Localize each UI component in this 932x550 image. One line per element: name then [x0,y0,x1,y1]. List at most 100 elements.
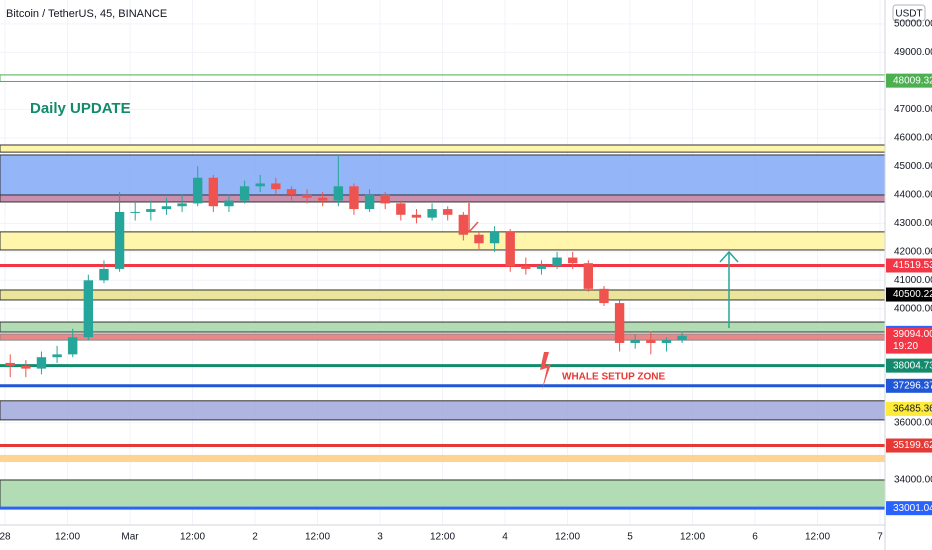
candle-body [271,183,281,190]
down-arrow [459,203,479,234]
y-tick-label: 50000.00 [894,19,932,30]
candle-body [474,234,484,244]
x-tick-label: 6 [752,532,758,543]
candle-body [521,266,531,269]
zone [0,154,886,196]
candle-body [224,200,234,207]
price-label-box [886,287,932,302]
y-tick-label: 42000.00 [894,246,932,257]
zone [0,400,886,421]
candle-body [239,186,250,201]
price-label-box [886,358,932,373]
x-tick-label: 12:00 [305,532,330,543]
candle-body [5,362,15,366]
zone [0,321,886,333]
price-label-box [886,327,932,354]
y-tick-label: 43000.00 [894,218,932,229]
price-label-box [886,501,932,516]
candle-body [630,340,640,343]
candle-body [411,214,422,218]
x-tick-label: 3 [377,532,383,543]
candle-body [583,263,594,289]
price-label: 35199.62 [893,440,932,451]
chart-title: Bitcoin / TetherUS, 45, BINANCE [6,8,167,20]
candle-body [318,197,328,201]
price-label-box [886,438,932,453]
candle-body [427,209,437,218]
annotation: WHALE SETUP ZONE [562,372,665,383]
candle-body [36,357,47,369]
zone [0,479,886,509]
candle-body [536,266,547,269]
candle-body [661,340,672,343]
x-tick-label: 12:00 [430,532,455,543]
x-tick-label: 12:00 [55,532,80,543]
candle-body [333,186,344,201]
price-label: 38004.73 [893,360,932,371]
x-tick-label: 12:00 [805,532,830,543]
price-label-box [886,258,932,273]
price-label-countdown: 19:20 [893,341,918,352]
candle-body [193,177,203,204]
x-tick-label: 4 [502,532,508,543]
price-label: 33001.04 [893,503,932,514]
x-tick-label: 28 [0,532,11,543]
up-arrow [719,250,739,328]
x-tick-label: 12:00 [555,532,580,543]
price-label-box [886,378,932,393]
y-tick-label: 45000.00 [894,161,932,172]
candle-body [21,365,31,369]
candle-body [349,186,359,210]
price-label: 39094.00 [893,329,932,340]
currency-box [892,4,926,22]
y-tick-label: 44000.00 [894,189,932,200]
candle-body [380,194,390,204]
candle-body [599,288,609,304]
x-tick-label: 7 [877,532,883,543]
x-tick-label: 5 [627,532,633,543]
candle-body [161,206,172,210]
currency: USDT [895,9,922,20]
candle-body [99,268,109,281]
y-tick-label: 46000.00 [894,133,932,144]
price-label: 48009.32 [893,75,932,86]
zone [0,454,885,463]
x-tick-label: 2 [252,532,258,543]
candle-body [568,257,578,264]
price-label: 36485.36 [893,404,932,415]
candle-body [552,257,562,267]
annotation: Daily UPDATE [30,100,131,117]
candle-body [646,340,656,343]
price-label: 41519.53 [893,260,932,271]
y-tick-label: 34000.00 [894,474,932,485]
candle-body [177,203,187,207]
x-tick-label: 12:00 [180,532,205,543]
candle-body [677,335,687,341]
candle-body [68,337,78,355]
candle-body [146,209,156,212]
y-tick-label: 36000.00 [894,417,932,428]
candle-body [505,231,515,267]
y-tick-label: 47000.00 [894,104,932,115]
candle-body [114,211,125,269]
zone [0,231,886,251]
y-tick-label: 41000.00 [894,275,932,286]
candle-body [286,189,297,195]
y-tick-label: 40000.00 [894,303,932,314]
candle-body [208,177,219,207]
plot-area [0,0,886,525]
candle-body [364,194,375,210]
zone [0,333,886,341]
candle-body [302,194,312,198]
price-label: 40500.22 [893,289,932,300]
price-label-box [886,401,932,416]
y-tick-label: 49000.00 [894,47,932,58]
zone [0,289,886,301]
zone [0,194,886,203]
candle-body [255,183,265,187]
price-label-box [886,73,932,88]
candle-body [443,209,453,215]
candle-body [614,303,625,343]
